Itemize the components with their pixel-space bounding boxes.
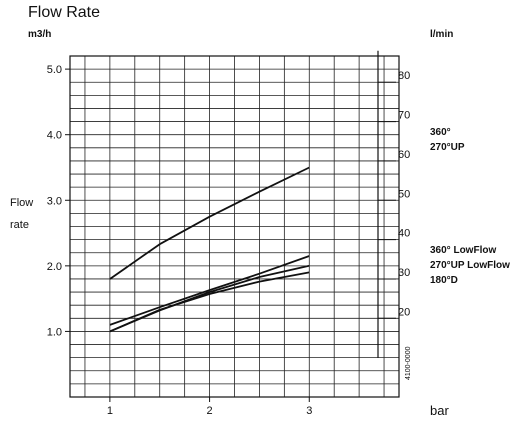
x-axis-unit: bar [430,403,449,418]
secondary-y-tick-label: 20 [398,306,410,318]
y-axis-label-line-1: Flow [10,197,34,209]
series-line-1 [109,166,310,280]
y-tick-label: 3.0 [47,195,62,207]
chart-title: Flow Rate [28,4,101,21]
x-tick-label: 2 [207,405,213,417]
plot-frame [69,55,400,398]
legend-label-180d: 180°D [430,275,458,287]
secondary-y-axis-unit: l/min [430,29,454,40]
series-line-2 [109,255,310,326]
legend-label-270up: 270°UP [430,142,465,154]
legend-label-360: 360° [430,127,451,139]
y-tick-label: 2.0 [47,261,62,273]
y-axis-unit: m3/h [28,29,52,40]
secondary-y-tick-label: 50 [398,188,410,200]
figure-code-label: 4100-0000 [405,346,412,380]
secondary-y-tick-label: 40 [398,228,410,240]
y-tick-label: 5.0 [47,64,62,76]
y-tick-label: 4.0 [47,130,62,142]
y-tick-label: 1.0 [47,326,62,338]
secondary-y-tick-label: 60 [398,149,410,161]
secondary-y-tick-label: 80 [398,70,410,82]
x-tick-label: 1 [107,405,113,417]
legend-label-270up-lowflow: 270°UP LowFlow [430,260,510,272]
secondary-y-tick-label: 30 [398,267,410,279]
secondary-y-tick-label: 70 [398,110,410,122]
series-line-4 [109,271,310,333]
y-axis-label-line-2: rate [10,219,29,231]
legend-label-360-lowflow: 360° LowFlow [430,245,497,257]
x-tick-label: 3 [306,405,312,417]
